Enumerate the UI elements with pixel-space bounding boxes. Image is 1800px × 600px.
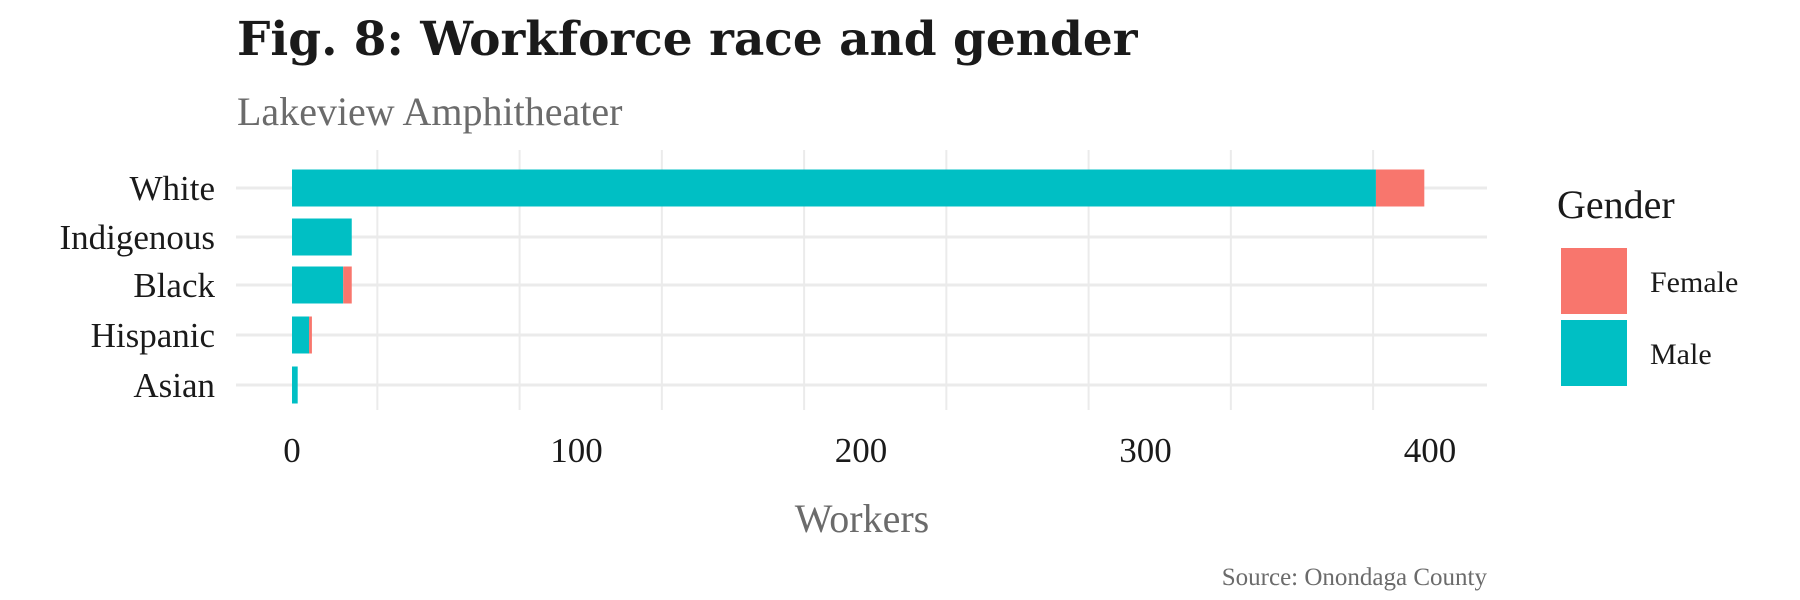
bar-black-male — [292, 266, 344, 304]
y-tick-label-black: Black — [133, 266, 215, 305]
legend-label-male: Male — [1650, 338, 1712, 371]
y-tick-label-asian: Asian — [133, 366, 215, 405]
x-tick-label-0: 0 — [283, 431, 301, 470]
bar-hispanic-female — [309, 316, 312, 354]
legend-swatch-male — [1561, 320, 1627, 386]
x-axis-title: Workers — [795, 496, 930, 541]
y-tick-label-white: White — [129, 169, 215, 208]
bar-black-female — [343, 266, 352, 304]
x-tick-label-400: 400 — [1404, 431, 1457, 470]
x-tick-label-200: 200 — [835, 431, 888, 470]
y-tick-label-indigenous: Indigenous — [59, 218, 215, 257]
legend-title: Gender — [1557, 182, 1675, 227]
legend-label-female: Female — [1650, 266, 1738, 299]
source-caption: Source: Onondaga County — [1222, 564, 1488, 591]
bar-hispanic-male — [292, 316, 310, 354]
x-tick-labels: 0 100 200 300 400 — [283, 431, 1456, 470]
bar-layer — [292, 169, 1425, 404]
x-tick-label-100: 100 — [550, 431, 603, 470]
bar-white-male — [292, 169, 1376, 207]
chart-title: Fig. 8: Workforce race and gender — [237, 12, 1138, 67]
bar-indigenous-male — [292, 218, 352, 256]
y-tick-label-hispanic: Hispanic — [91, 316, 215, 355]
chart-subtitle: Lakeview Amphitheater — [237, 89, 623, 134]
x-tick-label-300: 300 — [1119, 431, 1172, 470]
y-tick-labels: White Indigenous Black Hispanic Asian — [59, 169, 215, 405]
bar-white-female — [1375, 169, 1425, 207]
legend: Gender Female Male — [1557, 182, 1738, 386]
bar-asian-male — [292, 366, 298, 404]
legend-swatch-female — [1561, 248, 1627, 314]
